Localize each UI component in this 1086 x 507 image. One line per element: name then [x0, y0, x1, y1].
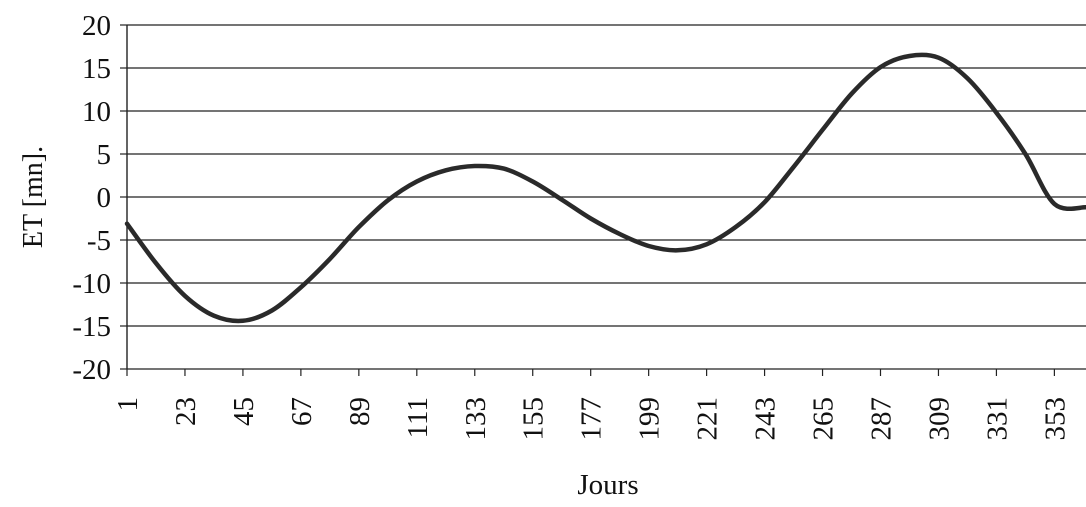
x-tick-label: 177	[576, 397, 608, 441]
y-tick-label: 5	[97, 139, 112, 171]
x-tick-label: 23	[170, 397, 202, 426]
x-tick-label: 287	[866, 397, 898, 441]
y-tick-label: -15	[72, 311, 111, 343]
x-tick-label: 155	[518, 397, 550, 441]
x-tick-label: 331	[981, 397, 1013, 441]
x-tick-label: 243	[750, 397, 782, 441]
x-axis-label: Jours	[577, 469, 638, 501]
y-tick-label: -20	[72, 354, 111, 386]
x-tick-labels: 1 23 45 67 89 111 133 155 177 199 221 243 265 287 309 3…	[112, 397, 1071, 441]
x-tick-label: 265	[808, 397, 840, 441]
x-tick-label: 221	[692, 397, 724, 441]
y-tick-label: -10	[72, 268, 111, 300]
x-tick-label: 199	[634, 397, 666, 441]
x-tick-label: 67	[286, 397, 318, 426]
x-tick-label: 1	[112, 397, 144, 412]
axes	[120, 24, 1055, 376]
series-lines	[124, 52, 1086, 324]
y-tick-label: 20	[82, 10, 111, 42]
series-line	[124, 52, 1086, 324]
y-tick-label: -5	[87, 225, 111, 257]
x-tick-label: 111	[402, 397, 434, 438]
x-tick-label: 45	[228, 397, 260, 426]
y-tick-label: 10	[82, 96, 111, 128]
x-tick-label: 309	[923, 397, 955, 441]
y-axis-label: ET [mn].	[18, 146, 49, 248]
y-tick-labels: 20 15 10 5 0 -5 -10 -15 -20	[72, 10, 111, 386]
x-tick-label: 133	[460, 397, 492, 441]
x-tick-label: 353	[1039, 397, 1071, 441]
gridlines	[127, 24, 1086, 370]
y-tick-label: 15	[82, 53, 111, 85]
y-tick-label: 0	[97, 182, 112, 214]
x-tick-label: 89	[344, 397, 376, 426]
